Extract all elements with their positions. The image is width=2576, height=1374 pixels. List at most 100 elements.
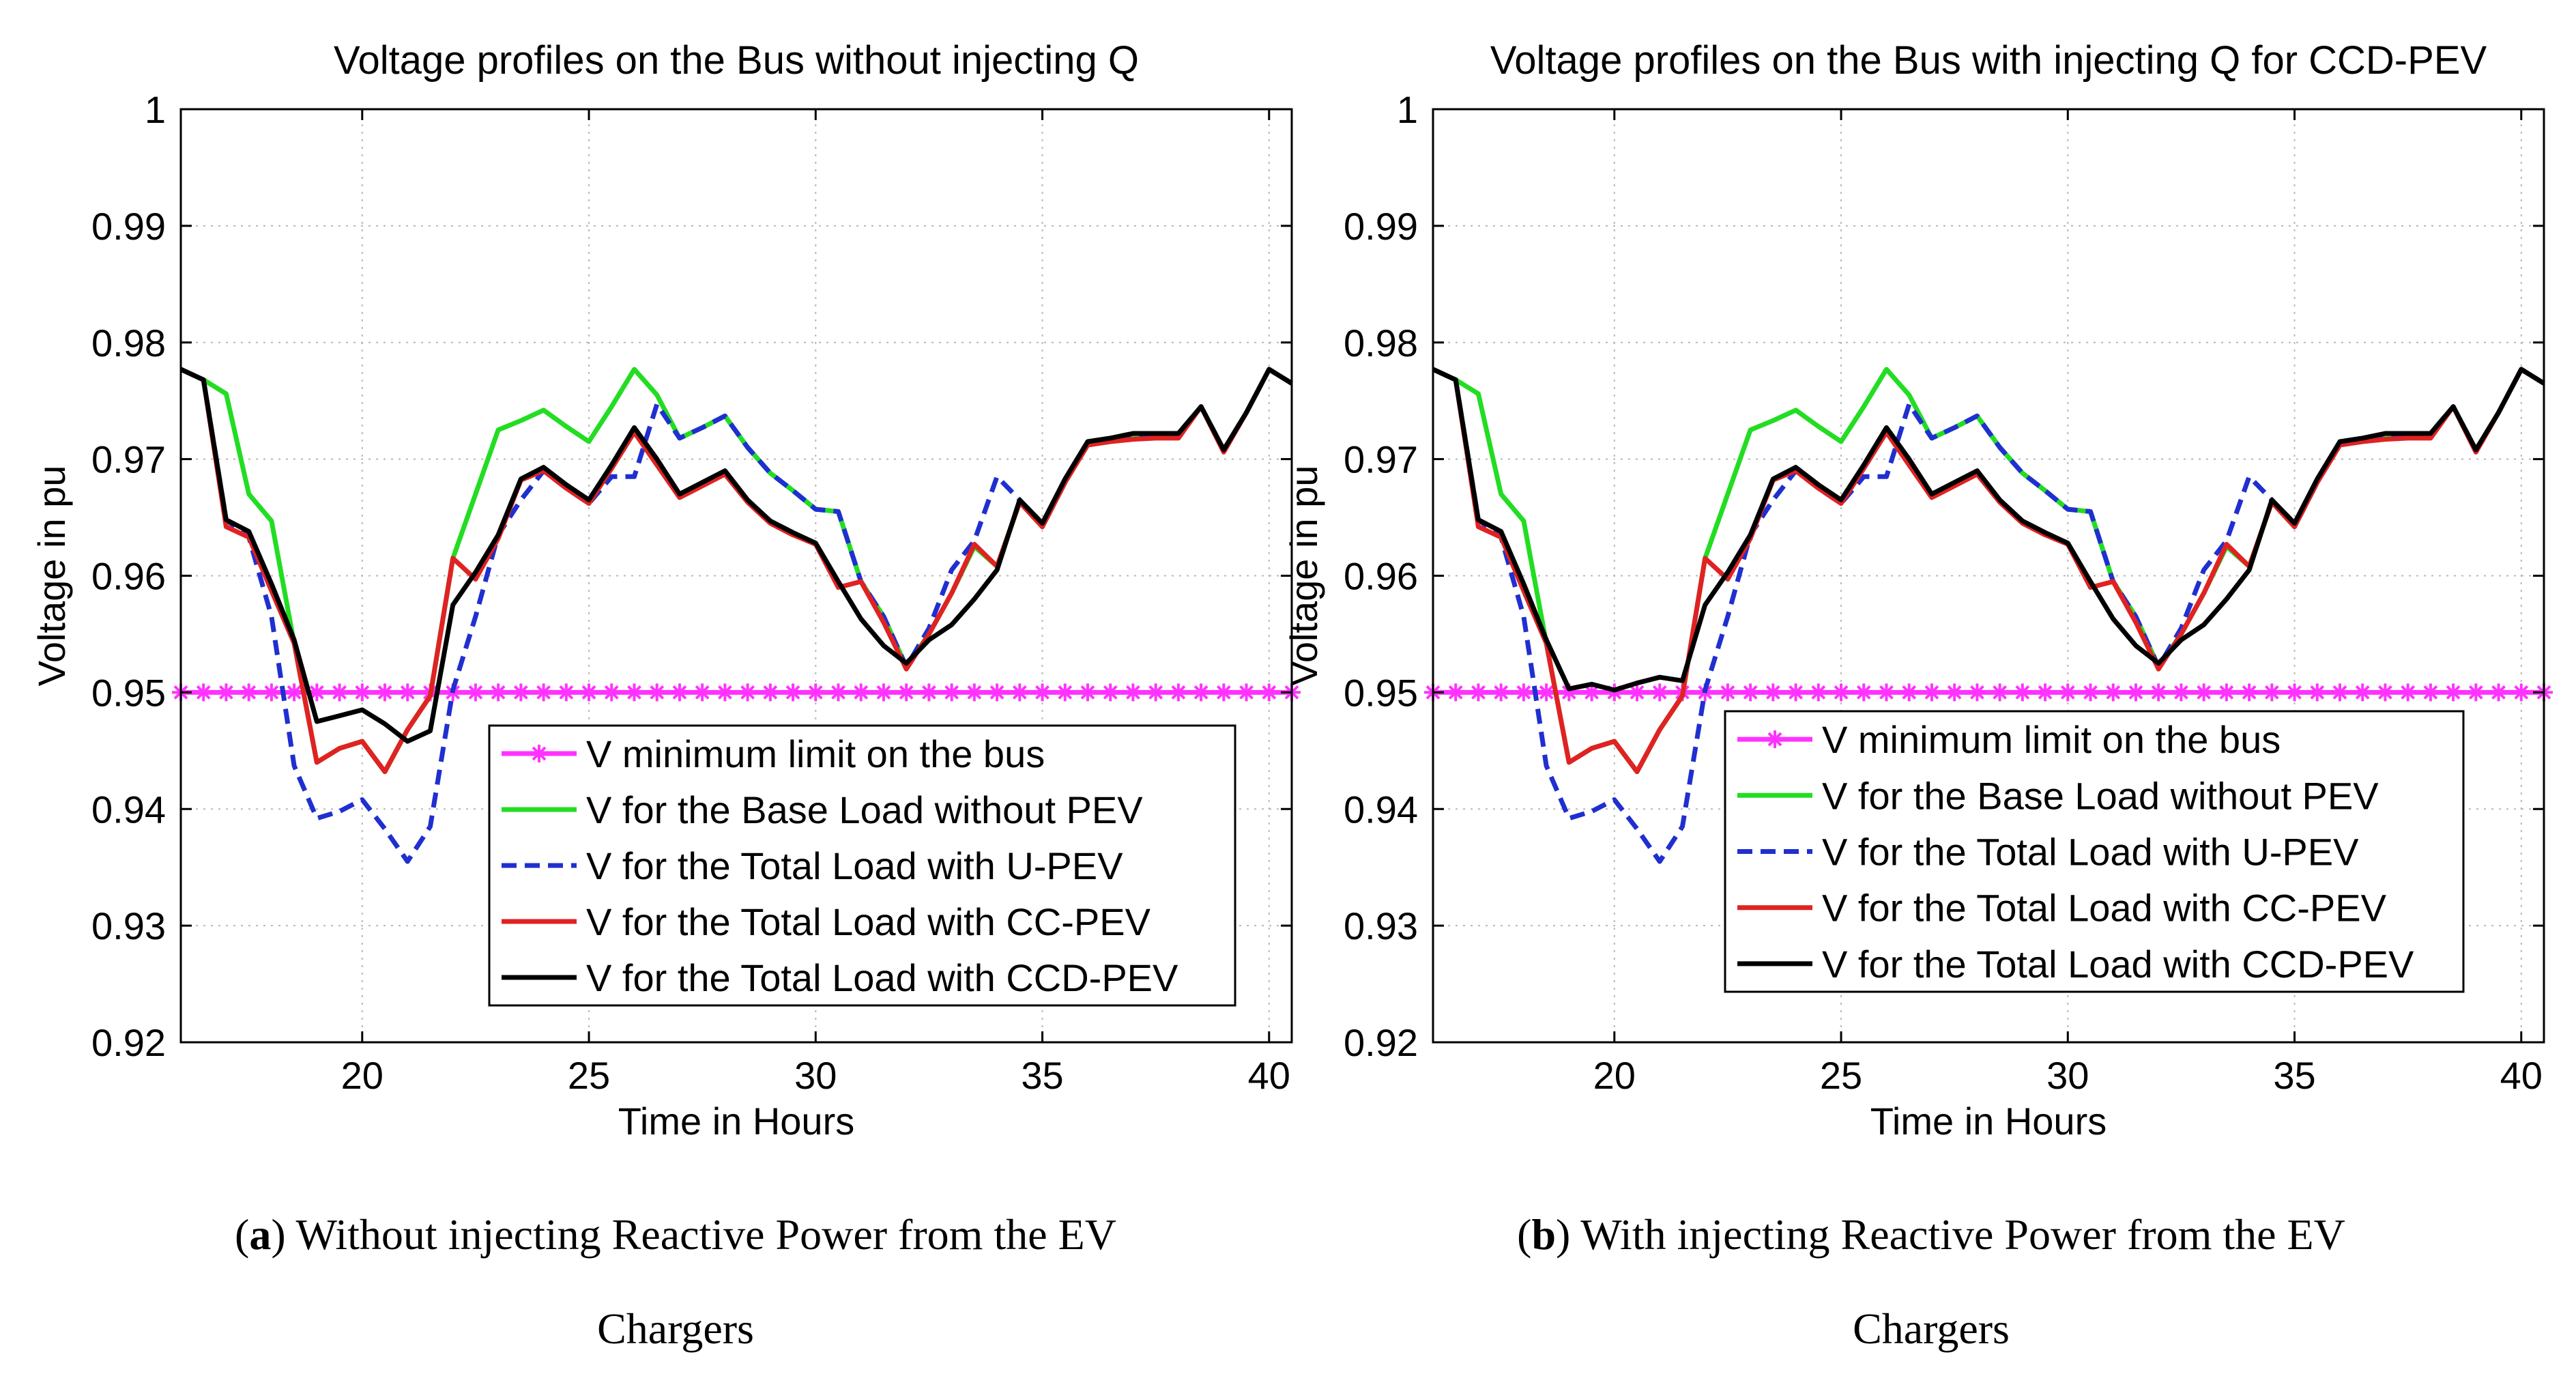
marker-stroke <box>1789 685 1804 700</box>
series-0-marker-8 <box>353 683 371 702</box>
marker-stroke <box>2401 685 2416 700</box>
series-0-marker-20 <box>1877 683 1896 702</box>
series-0-marker-48 <box>1260 683 1278 702</box>
marker-stroke <box>2242 685 2257 700</box>
marker-stroke <box>2106 685 2121 700</box>
caption-text: With injecting Reactive Power from the E… <box>1570 1210 2345 1259</box>
series-0-marker-29 <box>2081 683 2100 702</box>
series-0-marker-33 <box>920 683 938 702</box>
marker-stroke <box>831 685 845 700</box>
series-0-marker-19 <box>1855 683 1873 702</box>
series-0-marker-43 <box>2399 683 2417 702</box>
series-0-marker-35 <box>965 683 983 702</box>
marker-stroke <box>1879 685 1894 700</box>
marker-stroke <box>1993 685 2008 700</box>
series-0-marker-25 <box>1991 683 2009 702</box>
series-0-marker-29 <box>829 683 848 702</box>
marker-stroke <box>400 685 415 700</box>
series-0-marker-34 <box>2195 683 2213 702</box>
legend-label-1: V for the Base Load without PEV <box>1822 774 2379 817</box>
caption-line-2: Chargers <box>1853 1304 2010 1353</box>
series-0-marker-1 <box>194 683 213 702</box>
series-0-marker-22 <box>670 683 689 702</box>
marker-stroke <box>1539 685 1554 700</box>
marker-stroke <box>1516 685 1531 700</box>
legend-label-4: V for the Total Load with CCD-PEV <box>586 956 1178 999</box>
marker-stroke <box>1448 685 1463 700</box>
series-0-marker-18 <box>580 683 598 702</box>
marker-stroke <box>1834 685 1849 700</box>
legend-label-2: V for the Total Load with U-PEV <box>586 844 1123 887</box>
marker-stroke <box>876 685 891 700</box>
marker-stroke <box>1126 685 1140 700</box>
series-0-marker-27 <box>2036 683 2055 702</box>
marker-stroke <box>1103 685 1118 700</box>
chart-title: Voltage profiles on the Bus without inje… <box>334 38 1139 83</box>
series-0-marker-46 <box>1215 683 1233 702</box>
series-0-marker-44 <box>1169 683 1187 702</box>
marker-stroke <box>967 685 982 700</box>
marker-stroke <box>672 685 687 700</box>
series-0-marker-15 <box>512 683 530 702</box>
series-0-marker-4 <box>1514 683 1533 702</box>
marker-stroke <box>2287 685 2302 700</box>
marker-stroke <box>1947 685 1962 700</box>
series-0-marker-20 <box>625 683 643 702</box>
y-tick-label-6: 0.98 <box>1344 321 1418 364</box>
y-tick-label-8: 1 <box>145 88 166 131</box>
series-0-marker-2 <box>217 683 235 702</box>
legend-label-0: V minimum limit on the bus <box>586 732 1045 775</box>
caption-line-1: (b) With injecting Reactive Power from t… <box>1517 1210 2345 1259</box>
marker-stroke <box>2060 685 2075 700</box>
legend-box <box>488 724 1236 1007</box>
series-0-marker-38 <box>2285 683 2304 702</box>
marker-stroke <box>1630 685 1645 700</box>
caption-line-2: Chargers <box>597 1304 754 1353</box>
series-0-marker-3 <box>1492 683 1510 702</box>
series-0-marker-48 <box>2512 683 2530 702</box>
marker-stroke <box>1969 685 1984 700</box>
series-0-marker-21 <box>1900 683 1918 702</box>
chart-panel-b: 20 25 30 35 40 0.92 0.93 0.94 0.95 0.96 0.97 0.98 0.… <box>1282 38 2553 1353</box>
series-0-marker-25 <box>738 683 757 702</box>
y-tick-label-2: 0.94 <box>91 788 166 831</box>
marker-stroke <box>377 685 392 700</box>
marker-stroke <box>1856 685 1871 700</box>
marker-stroke <box>513 685 528 700</box>
marker-stroke <box>899 685 914 700</box>
series-0-marker-45 <box>1192 683 1211 702</box>
marker-stroke <box>1924 685 1939 700</box>
series-0-marker-39 <box>2308 683 2326 702</box>
marker-stroke <box>717 685 732 700</box>
series-0-marker-36 <box>2240 683 2259 702</box>
series-0-marker-26 <box>761 683 779 702</box>
y-tick-label-7: 0.99 <box>91 205 166 248</box>
x-tick-label-1: 25 <box>568 1054 610 1097</box>
series-0-marker-14 <box>489 683 508 702</box>
marker-stroke <box>2378 685 2392 700</box>
series-0-marker-17 <box>557 683 575 702</box>
y-tick-label-5: 0.97 <box>1344 438 1418 481</box>
y-tick-label-5: 0.97 <box>91 438 166 481</box>
marker-stroke <box>2038 685 2053 700</box>
marker-stroke <box>1035 685 1050 700</box>
series-0-marker-35 <box>2217 683 2235 702</box>
y-tick-label-7: 0.99 <box>1344 205 1418 248</box>
y-tick-label-1: 0.93 <box>91 904 166 947</box>
marker-stroke <box>1171 685 1186 700</box>
legend-marker-0 <box>530 745 548 762</box>
series-0-marker-37 <box>1011 683 1029 702</box>
series-0-marker-22 <box>1922 683 1941 702</box>
marker-stroke <box>627 685 641 700</box>
caption-paren: ( <box>1517 1210 1531 1259</box>
marker-stroke <box>1902 685 1917 700</box>
legend: V minimum limit on the bus V for the Base… <box>488 724 1236 1007</box>
x-tick-label-0: 20 <box>341 1054 383 1097</box>
series-0-marker-34 <box>942 683 961 702</box>
series-0-marker-33 <box>2172 683 2190 702</box>
series-0-marker-9 <box>376 683 394 702</box>
caption-letter: a <box>249 1210 271 1259</box>
marker-stroke <box>1193 685 1209 700</box>
series-0-marker-5 <box>285 683 304 702</box>
